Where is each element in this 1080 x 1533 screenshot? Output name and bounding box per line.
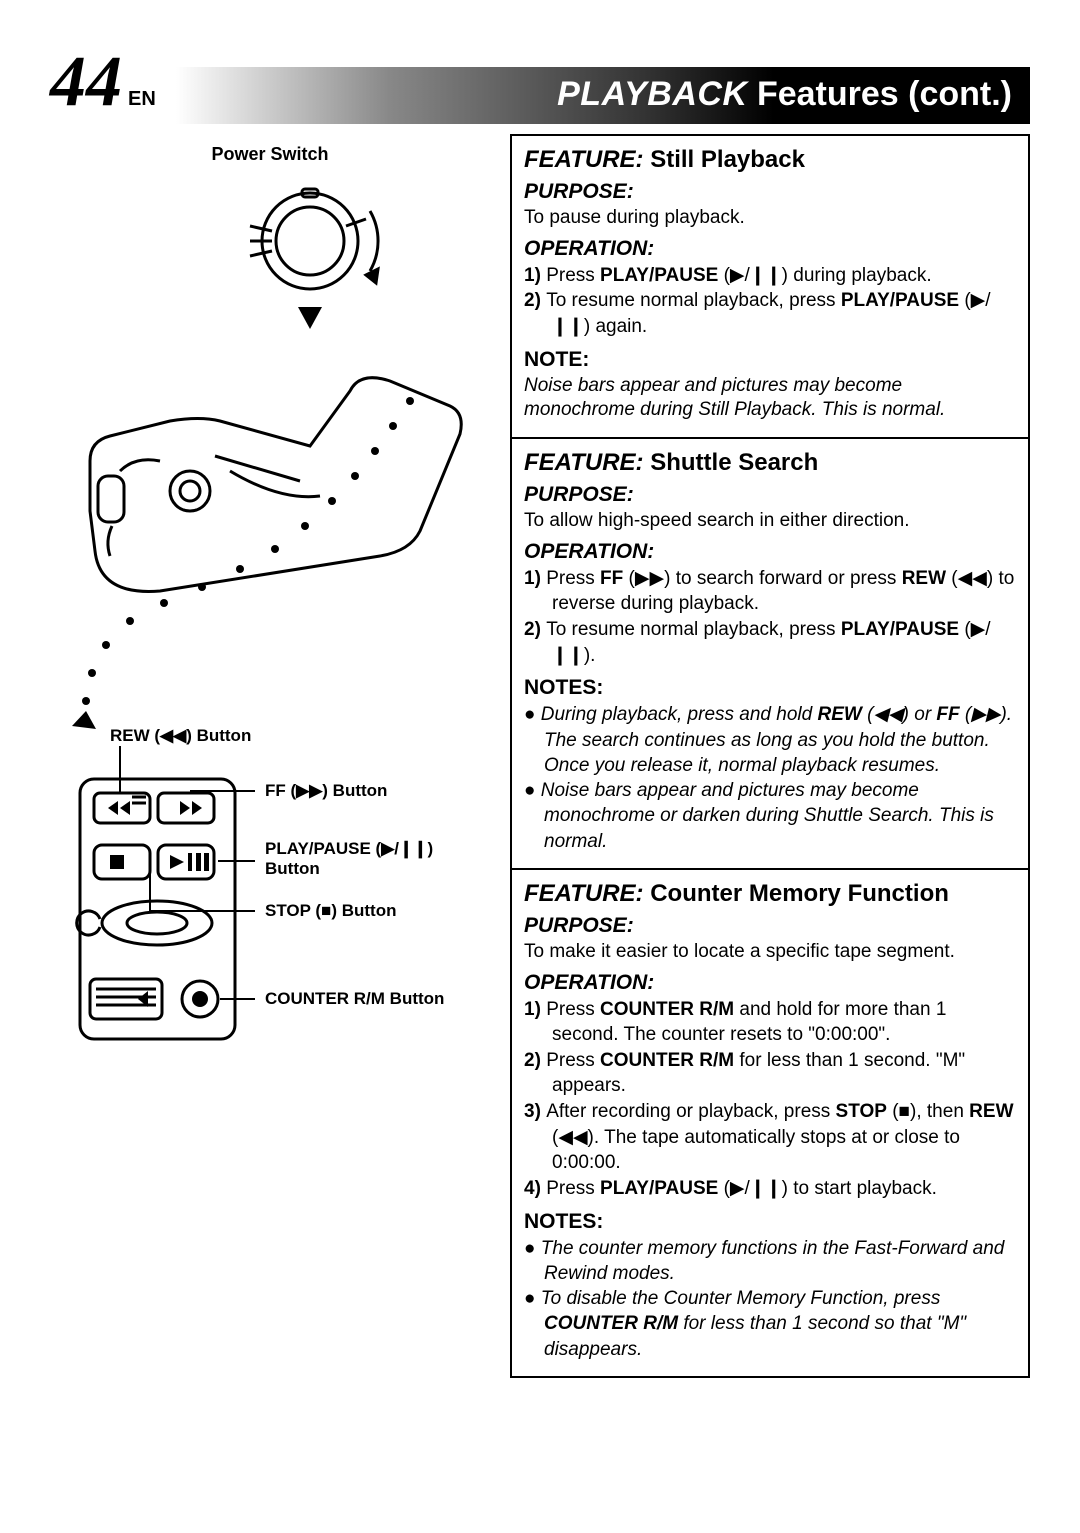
still-op-2: 2) To resume normal playback, press PLAY… [524,288,1016,339]
feature-still-playback: FEATURE: Still Playback PURPOSE: To paus… [512,136,1028,437]
notes-heading: NOTES: [524,1210,1016,1234]
feature-title-row: FEATURE: Still Playback [524,146,1016,174]
page-number: 44 [50,40,122,123]
note-heading: NOTE: [524,348,1016,372]
purpose-heading: PURPOSE: [524,914,1016,938]
counter-operations: 1) Press COUNTER R/M and hold for more t… [524,997,1016,1202]
ff-button-label: FF (▶▶) Button [265,781,387,801]
feature-title-row: FEATURE: Shuttle Search [524,449,1016,477]
counter-purpose: To make it easier to locate a specific t… [524,940,1016,965]
play-pause-button-label: PLAY/PAUSE (▶/❙❙) Button [265,839,485,880]
page-header: 44 EN PLAYBACK Features (cont.) [50,40,1030,124]
still-op-1: 1) Press PLAY/PAUSE (▶/❙❙) during playba… [524,263,1016,289]
still-operations: 1) Press PLAY/PAUSE (▶/❙❙) during playba… [524,263,1016,340]
still-note: Noise bars appear and pictures may becom… [524,374,1016,423]
shuttle-op-2: 2) To resume normal playback, press PLAY… [524,617,1016,668]
counter-notes: The counter memory functions in the Fast… [524,1236,1016,1362]
feature-label: FEATURE: [524,449,644,476]
shuttle-op-1: 1) Press FF (▶▶) to search forward or pr… [524,566,1016,617]
lang-code: EN [128,88,156,111]
counter-op-2: 2) Press COUNTER R/M for less than 1 sec… [524,1048,1016,1099]
feature-shuttle-search: FEATURE: Shuttle Search PURPOSE: To allo… [512,437,1028,868]
banner-subtitle: Features (cont.) [757,75,1012,113]
shuttle-note-1: During playback, press and hold REW (◀◀)… [524,702,1016,778]
page-number-block: 44 EN [50,40,156,123]
operation-heading: OPERATION: [524,971,1016,995]
camera-diagram [50,171,490,1071]
counter-op-4: 4) Press PLAY/PAUSE (▶/❙❙) to start play… [524,1176,1016,1202]
counter-note-2: To disable the Counter Memory Function, … [524,1286,1016,1362]
title-banner: PLAYBACK Features (cont.) [176,67,1030,124]
counter-button-label: COUNTER R/M Button [265,989,444,1009]
purpose-heading: PURPOSE: [524,180,1016,204]
shuttle-note-2: Noise bars appear and pictures may becom… [524,778,1016,854]
counter-op-3: 3) After recording or playback, press ST… [524,1099,1016,1176]
purpose-heading: PURPOSE: [524,483,1016,507]
diagram-area: REW (◀◀) Button FF (▶▶) Button PLAY/PAUS… [50,171,490,1071]
feature-counter-memory: FEATURE: Counter Memory Function PURPOSE… [512,868,1028,1376]
shuttle-operations: 1) Press FF (▶▶) to search forward or pr… [524,566,1016,669]
notes-heading: NOTES: [524,676,1016,700]
stop-button-label: STOP (■) Button [265,901,396,921]
feature-label: FEATURE: [524,146,644,173]
feature-name-counter: Counter Memory Function [650,880,949,907]
operation-heading: OPERATION: [524,540,1016,564]
feature-name-still: Still Playback [650,146,805,173]
operation-heading: OPERATION: [524,237,1016,261]
still-purpose: To pause during playback. [524,206,1016,231]
shuttle-purpose: To allow high-speed search in either dir… [524,509,1016,534]
counter-op-1: 1) Press COUNTER R/M and hold for more t… [524,997,1016,1048]
right-content-column: FEATURE: Still Playback PURPOSE: To paus… [510,134,1030,1378]
two-column-layout: Power Switch [50,134,1030,1378]
feature-label: FEATURE: [524,880,644,907]
counter-note-1: The counter memory functions in the Fast… [524,1236,1016,1287]
feature-name-shuttle: Shuttle Search [650,449,818,476]
rew-button-label: REW (◀◀) Button [110,726,251,746]
banner-section: PLAYBACK [557,75,747,113]
feature-title-row: FEATURE: Counter Memory Function [524,880,1016,908]
power-switch-label: Power Switch [50,144,490,165]
shuttle-notes: During playback, press and hold REW (◀◀)… [524,702,1016,854]
left-diagram-column: Power Switch [50,134,490,1378]
